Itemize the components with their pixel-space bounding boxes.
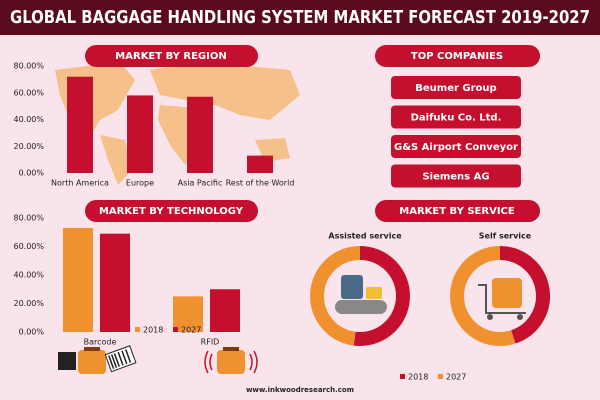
bar [67,76,93,173]
company-name: Siemens AG [422,172,489,183]
y-tick-label: 20.00% [13,299,44,308]
donut-segment [353,246,410,346]
x-tick-label: Asia Pacific [178,179,223,188]
y-tick-label: 80.00% [13,214,44,223]
company-name: Daifuku Co. Ltd. [411,113,502,124]
company-pill [391,76,521,99]
y-tick-label: 20.00% [13,142,44,151]
assisted-icon [335,275,387,314]
bar [173,296,203,332]
bar [210,289,240,332]
donut-segment [450,246,516,346]
title-band [0,0,600,35]
company-pill [391,164,521,188]
x-tick-label: RFID [201,338,220,347]
x-tick-label: Europe [126,179,154,188]
section-pill [85,200,258,222]
y-tick-label: 0.00% [19,169,45,178]
bar [100,233,130,332]
source: www.inkwoodresearch.com [246,386,354,394]
page-title: GLOBAL BAGGAGE HANDLING SYSTEM MARKET FO… [10,7,590,28]
legend-swatch [173,327,178,332]
x-tick-label: North America [51,179,109,188]
section-pill [85,45,258,67]
bar [247,155,273,173]
company-pill [391,105,521,129]
legend-label: 2018 [408,373,428,382]
y-tick-label: 60.00% [13,242,44,251]
y-tick-label: 40.00% [13,115,44,124]
section-title: TOP COMPANIES [411,51,503,62]
legend-swatch [135,327,140,332]
bar [187,96,213,173]
legend-label: 2027 [181,326,201,335]
company-name: Beumer Group [415,83,496,94]
donut-label: Assisted service [328,232,402,241]
company-pill [391,135,521,158]
x-tick-label: Rest of the World [226,179,295,188]
section-pill [375,200,540,222]
rfid-icon [204,347,258,374]
section-title: MARKET BY REGION [115,51,226,62]
legend-label: 2018 [143,326,163,335]
donut-segment [499,246,550,344]
donut-segment [310,246,361,346]
section-pill [375,45,540,67]
y-tick-label: 60.00% [13,88,44,97]
y-tick-label: 40.00% [13,271,44,280]
barcode-icon [58,345,137,374]
x-tick-label: Barcode [84,338,117,347]
section-title: MARKET BY TECHNOLOGY [99,206,244,217]
legend-swatch [438,374,443,379]
company-name: G&S Airport Conveyor [394,142,518,153]
y-tick-label: 0.00% [19,328,45,337]
bar [127,95,153,173]
y-tick-label: 80.00% [13,62,44,71]
donut-label: Self service [479,232,532,241]
legend-label: 2027 [446,373,466,382]
self-icon [478,278,526,320]
bar [63,227,93,332]
section-title: MARKET BY SERVICE [399,206,515,217]
legend-swatch [400,374,405,379]
